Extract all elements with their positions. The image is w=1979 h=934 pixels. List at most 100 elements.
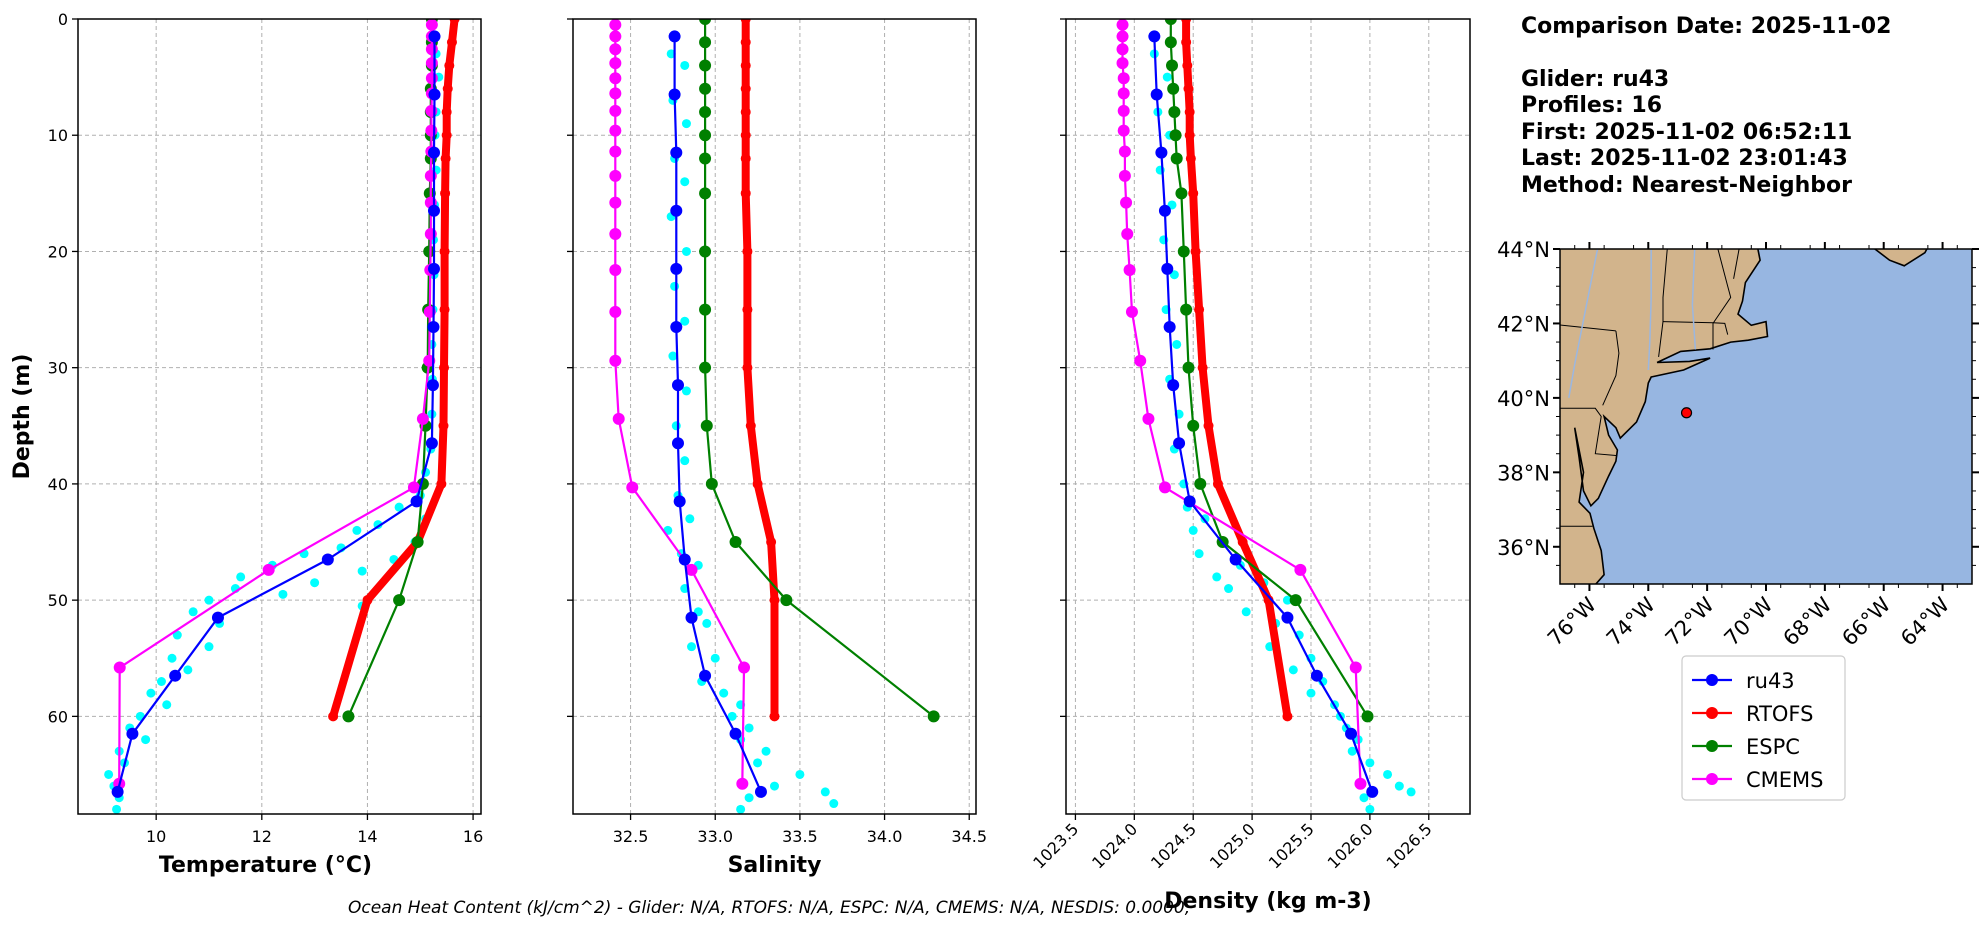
series-point-espc xyxy=(1164,19,1177,25)
x-tick-label: 1025.5 xyxy=(1265,819,1318,872)
series-point-espc xyxy=(699,187,712,200)
raw-glider-point xyxy=(204,642,214,652)
series-point-cmems xyxy=(609,104,622,117)
legend-marker-ru43 xyxy=(1706,674,1718,686)
series-point-rtofs xyxy=(1237,537,1248,548)
raw-glider-point xyxy=(685,514,695,524)
series-point-cmems xyxy=(425,43,438,56)
series-point-cmems xyxy=(609,228,622,241)
plot-area xyxy=(104,19,460,814)
series-point-ru43 xyxy=(321,553,334,566)
series-point-espc xyxy=(1164,36,1177,49)
series-point-cmems xyxy=(1123,264,1136,277)
series-point-cmems xyxy=(612,412,625,425)
series-point-cmems xyxy=(685,563,698,576)
series-point-ru43 xyxy=(1158,204,1171,217)
series-point-cmems xyxy=(1116,57,1129,70)
series-point-ru43 xyxy=(1167,379,1180,392)
x-tick-label: 1025.0 xyxy=(1206,819,1259,872)
lat-label: 42°N xyxy=(1497,312,1550,336)
series-point-espc xyxy=(1169,129,1182,142)
series-point-ru43 xyxy=(671,379,684,392)
x-tick-label: 14 xyxy=(357,827,377,846)
method: Method: Nearest-Neighbor xyxy=(1521,172,1852,198)
series-point-ru43 xyxy=(685,611,698,624)
x-tick-label: 1026.5 xyxy=(1383,819,1436,872)
series-point-ru43 xyxy=(1310,669,1323,682)
lon-label: 68°W xyxy=(1778,592,1836,650)
series-point-rtofs xyxy=(742,362,753,373)
series-point-cmems xyxy=(609,19,622,31)
raw-glider-point xyxy=(1188,525,1198,535)
x-tick-label: 34.0 xyxy=(867,827,903,846)
series-point-rtofs xyxy=(1181,37,1192,48)
series-point-ru43 xyxy=(427,262,440,275)
raw-glider-point xyxy=(204,595,214,605)
raw-glider-point xyxy=(702,618,712,628)
series-point-cmems xyxy=(1117,104,1130,117)
raw-glider-point xyxy=(156,677,166,686)
lon-label: 72°W xyxy=(1661,592,1719,650)
series-point-ru43 xyxy=(1366,785,1379,798)
series-point-rtofs xyxy=(740,83,751,94)
raw-glider-point xyxy=(671,421,681,431)
raw-glider-point xyxy=(188,607,198,617)
plot-area xyxy=(609,19,940,814)
location-map: 36°N 38°N 40°N 42°N 44°N 76°W 74°W 72°W 70°W 68°W… xyxy=(1497,238,1979,651)
series-point-cmems xyxy=(425,72,438,85)
axes-frame xyxy=(77,18,482,815)
series-point-espc xyxy=(1180,303,1193,316)
series-line-ru43 xyxy=(1153,36,1374,793)
lat-label: 36°N xyxy=(1497,536,1550,560)
series-point-cmems xyxy=(736,777,749,790)
series-point-cmems xyxy=(1294,563,1307,576)
series-point-ru43 xyxy=(126,727,139,740)
series-point-ru43 xyxy=(410,495,423,508)
lon-label: 70°W xyxy=(1720,592,1778,650)
series-point-ru43 xyxy=(668,88,681,101)
series-point-rtofs xyxy=(441,106,452,117)
x-tick-label: 33.0 xyxy=(697,827,733,846)
series-point-cmems xyxy=(626,481,639,494)
series-point-espc xyxy=(699,303,712,316)
y-tick-label: 20 xyxy=(48,242,68,261)
series-point-rtofs xyxy=(1185,153,1196,164)
series-point-rtofs xyxy=(1212,478,1223,489)
raw-glider-point xyxy=(719,688,729,698)
series-point-espc xyxy=(1194,477,1207,490)
profile-panel-3: 1023.5 1024.0 1024.5 1025.0 1025.5 1026.0 1026… xyxy=(1029,18,1471,914)
series-point-ru43 xyxy=(670,204,683,217)
raw-glider-point xyxy=(352,525,362,535)
series-point-ru43 xyxy=(428,30,441,43)
series-point-rtofs xyxy=(439,246,450,257)
series-point-rtofs xyxy=(1282,711,1293,722)
series-point-rtofs xyxy=(766,537,777,548)
series-point-cmems xyxy=(416,412,429,425)
series-line-ru43 xyxy=(673,36,763,793)
series-point-rtofs xyxy=(1263,595,1274,606)
series-point-cmems xyxy=(1118,169,1131,182)
series-point-rtofs xyxy=(440,188,451,199)
series-point-espc xyxy=(393,594,406,607)
raw-glider-point xyxy=(687,642,697,652)
x-tick-label: 32.5 xyxy=(613,827,649,846)
y-tick-label: 50 xyxy=(48,591,68,610)
raw-glider-point xyxy=(236,572,246,582)
series-point-cmems xyxy=(1118,145,1131,158)
series-point-rtofs xyxy=(449,19,460,24)
series-line-cmems xyxy=(614,24,746,784)
raw-glider-point xyxy=(680,60,690,70)
river xyxy=(1647,249,1652,371)
series-point-rtofs xyxy=(440,153,451,164)
series-point-espc xyxy=(699,59,712,72)
series-point-rtofs xyxy=(1203,420,1214,431)
x-axis-label: Temperature (°C) xyxy=(159,853,372,878)
land-nova-scotia xyxy=(1874,249,1928,267)
series-point-ru43 xyxy=(668,30,681,43)
raw-glider-point xyxy=(1394,781,1404,791)
series-point-cmems xyxy=(425,124,438,137)
series-point-cmems xyxy=(609,354,622,367)
raw-glider-point xyxy=(162,700,172,710)
series-point-cmems xyxy=(609,124,622,137)
series-point-ru43 xyxy=(427,204,440,217)
